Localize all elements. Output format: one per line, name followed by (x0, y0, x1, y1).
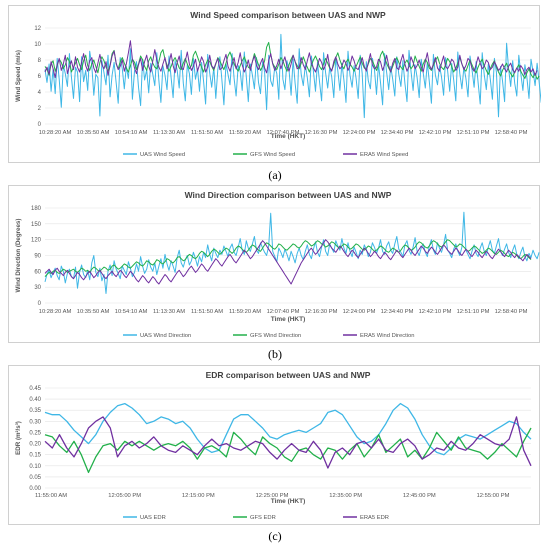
y-tick-label: 60 (34, 269, 41, 275)
y-tick-label: 0.45 (29, 386, 41, 392)
edr-chart: EDR comparison between UAS and NWP 0.00 0.… (15, 370, 532, 521)
y-tick-label: 0 (38, 301, 42, 307)
x-tick-label: 12:51:10 PM (457, 309, 490, 315)
x-tick-label: 12:16:30 PM (305, 130, 338, 136)
panel-label-c: (c) (268, 529, 282, 543)
y-tick-label: 12 (34, 26, 41, 32)
x-tick-label: 12:58:40 PM (495, 309, 528, 315)
x-tick-label: 10:54:10 AM (115, 309, 148, 315)
legend-label: ERA5 EDR (360, 515, 389, 521)
series-line-2 (44, 427, 532, 474)
y-axis-label: EDR (m²/s³) (15, 421, 22, 455)
y-tick-label: 30 (34, 285, 41, 291)
y-tick-label: 0.40 (29, 397, 41, 403)
series-line-3 (44, 239, 532, 285)
x-tick-label: 11:59:20 AM (229, 309, 261, 315)
series-line-1 (44, 211, 540, 294)
wind-speed-chart-panel: Wind Speed comparison between UAS and NW… (8, 5, 541, 163)
wind-speed-chart: Wind Speed comparison between UAS and NW… (15, 10, 541, 158)
y-tick-label: 2 (38, 106, 42, 112)
panel-label-b: (b) (268, 347, 282, 361)
x-tick-label: 10:35:50 AM (77, 130, 110, 136)
legend-label: GFS EDR (250, 515, 276, 521)
wind-direction-chart-panel: Wind Direction comparison between UAS an… (8, 185, 540, 343)
x-tick-label: 12:24:00 PM (343, 130, 376, 136)
x-tick-label: 12:07:40 PM (267, 130, 300, 136)
chart-title: Wind Direction comparison between UAS an… (185, 190, 392, 200)
wind-direction-chart: Wind Direction comparison between UAS an… (15, 190, 540, 339)
y-tick-label: 0.25 (29, 430, 41, 436)
y-tick-label: 0.10 (29, 464, 41, 470)
y-tick-label: 0.00 (29, 486, 41, 492)
x-tick-label: 12:05:00 PM (108, 493, 141, 499)
legend-label: ERA5 Wind Speed (360, 152, 408, 158)
series-line-1 (44, 33, 541, 119)
x-tick-label: 10:35:50 AM (77, 309, 110, 315)
legend-label: UAS Wind Direction (140, 333, 191, 339)
x-tick-label: 12:35:00 PM (329, 493, 362, 499)
y-tick-label: 10 (34, 42, 41, 48)
x-tick-label: 10:28:20 AM (39, 309, 72, 315)
x-tick-label: 12:51:10 PM (457, 130, 490, 136)
x-tick-label: 12:25:00 PM (256, 493, 289, 499)
x-axis-label: Time (HKT) (271, 498, 306, 505)
y-tick-label: 4 (38, 90, 42, 96)
series-line-2 (44, 239, 532, 277)
y-tick-label: 150 (31, 222, 42, 228)
y-tick-label: 120 (31, 238, 42, 244)
y-tick-label: 8 (38, 58, 42, 64)
x-tick-label: 12:58:40 PM (495, 130, 528, 136)
y-tick-label: 0.30 (29, 419, 41, 425)
y-tick-label: 0.35 (29, 408, 41, 414)
x-axis-label: Time (HKT) (271, 133, 306, 140)
x-tick-label: 11:13:30 AM (153, 309, 185, 315)
legend-label: ERA5 Wind Direction (360, 333, 414, 339)
x-tick-label: 12:34:40 PM (381, 130, 414, 136)
legend-label: GFS Wind Direction (250, 333, 301, 339)
x-tick-label: 12:45:00 PM (403, 493, 436, 499)
y-axis-label: Wind Direction (Degrees) (15, 219, 22, 293)
x-tick-label: 12:34:40 PM (381, 309, 414, 315)
panel-label-a: (a) (268, 168, 282, 182)
x-tick-label: 10:54:10 AM (115, 130, 148, 136)
y-tick-label: 90 (34, 254, 41, 260)
x-tick-label: 12:16:30 PM (305, 309, 338, 315)
chart-title: Wind Speed comparison between UAS and NW… (190, 10, 386, 20)
series-line-2 (44, 41, 540, 80)
y-tick-label: 0.05 (29, 475, 41, 481)
y-axis-label: Wind Speed (m/s) (15, 50, 22, 102)
x-tick-label: 12:42:10 PM (419, 130, 452, 136)
chart-title: EDR comparison between UAS and NWP (206, 370, 371, 380)
x-tick-label: 12:07:40 PM (267, 309, 300, 315)
x-tick-label: 12:42:10 PM (419, 309, 452, 315)
y-tick-label: 0 (38, 122, 42, 128)
x-tick-label: 11:13:30 AM (153, 130, 185, 136)
y-tick-label: 180 (31, 206, 42, 212)
series-line-3 (44, 416, 532, 469)
x-tick-label: 12:15:00 PM (182, 493, 215, 499)
legend-label: GFS Wind Speed (250, 152, 295, 158)
x-tick-label: 12:24:00 PM (343, 309, 376, 315)
x-tick-label: 11:51:50 AM (191, 130, 223, 136)
x-tick-label: 11:55:00 AM (35, 493, 67, 499)
x-tick-label: 11:59:20 AM (229, 130, 261, 136)
legend-label: UAS EDR (140, 515, 166, 521)
y-tick-label: 0.20 (29, 442, 41, 448)
x-axis-label: Time (HKT) (271, 316, 306, 323)
series-line-3 (44, 40, 538, 79)
x-tick-label: 10:28:20 AM (39, 130, 72, 136)
x-tick-label: 11:51:50 AM (191, 309, 223, 315)
edr-chart-panel: EDR comparison between UAS and NWP 0.00 0.… (8, 365, 540, 525)
x-tick-label: 12:55:00 PM (477, 493, 510, 499)
y-tick-label: 6 (38, 74, 42, 80)
y-tick-label: 0.15 (29, 453, 41, 459)
legend-label: UAS Wind Speed (140, 152, 185, 158)
